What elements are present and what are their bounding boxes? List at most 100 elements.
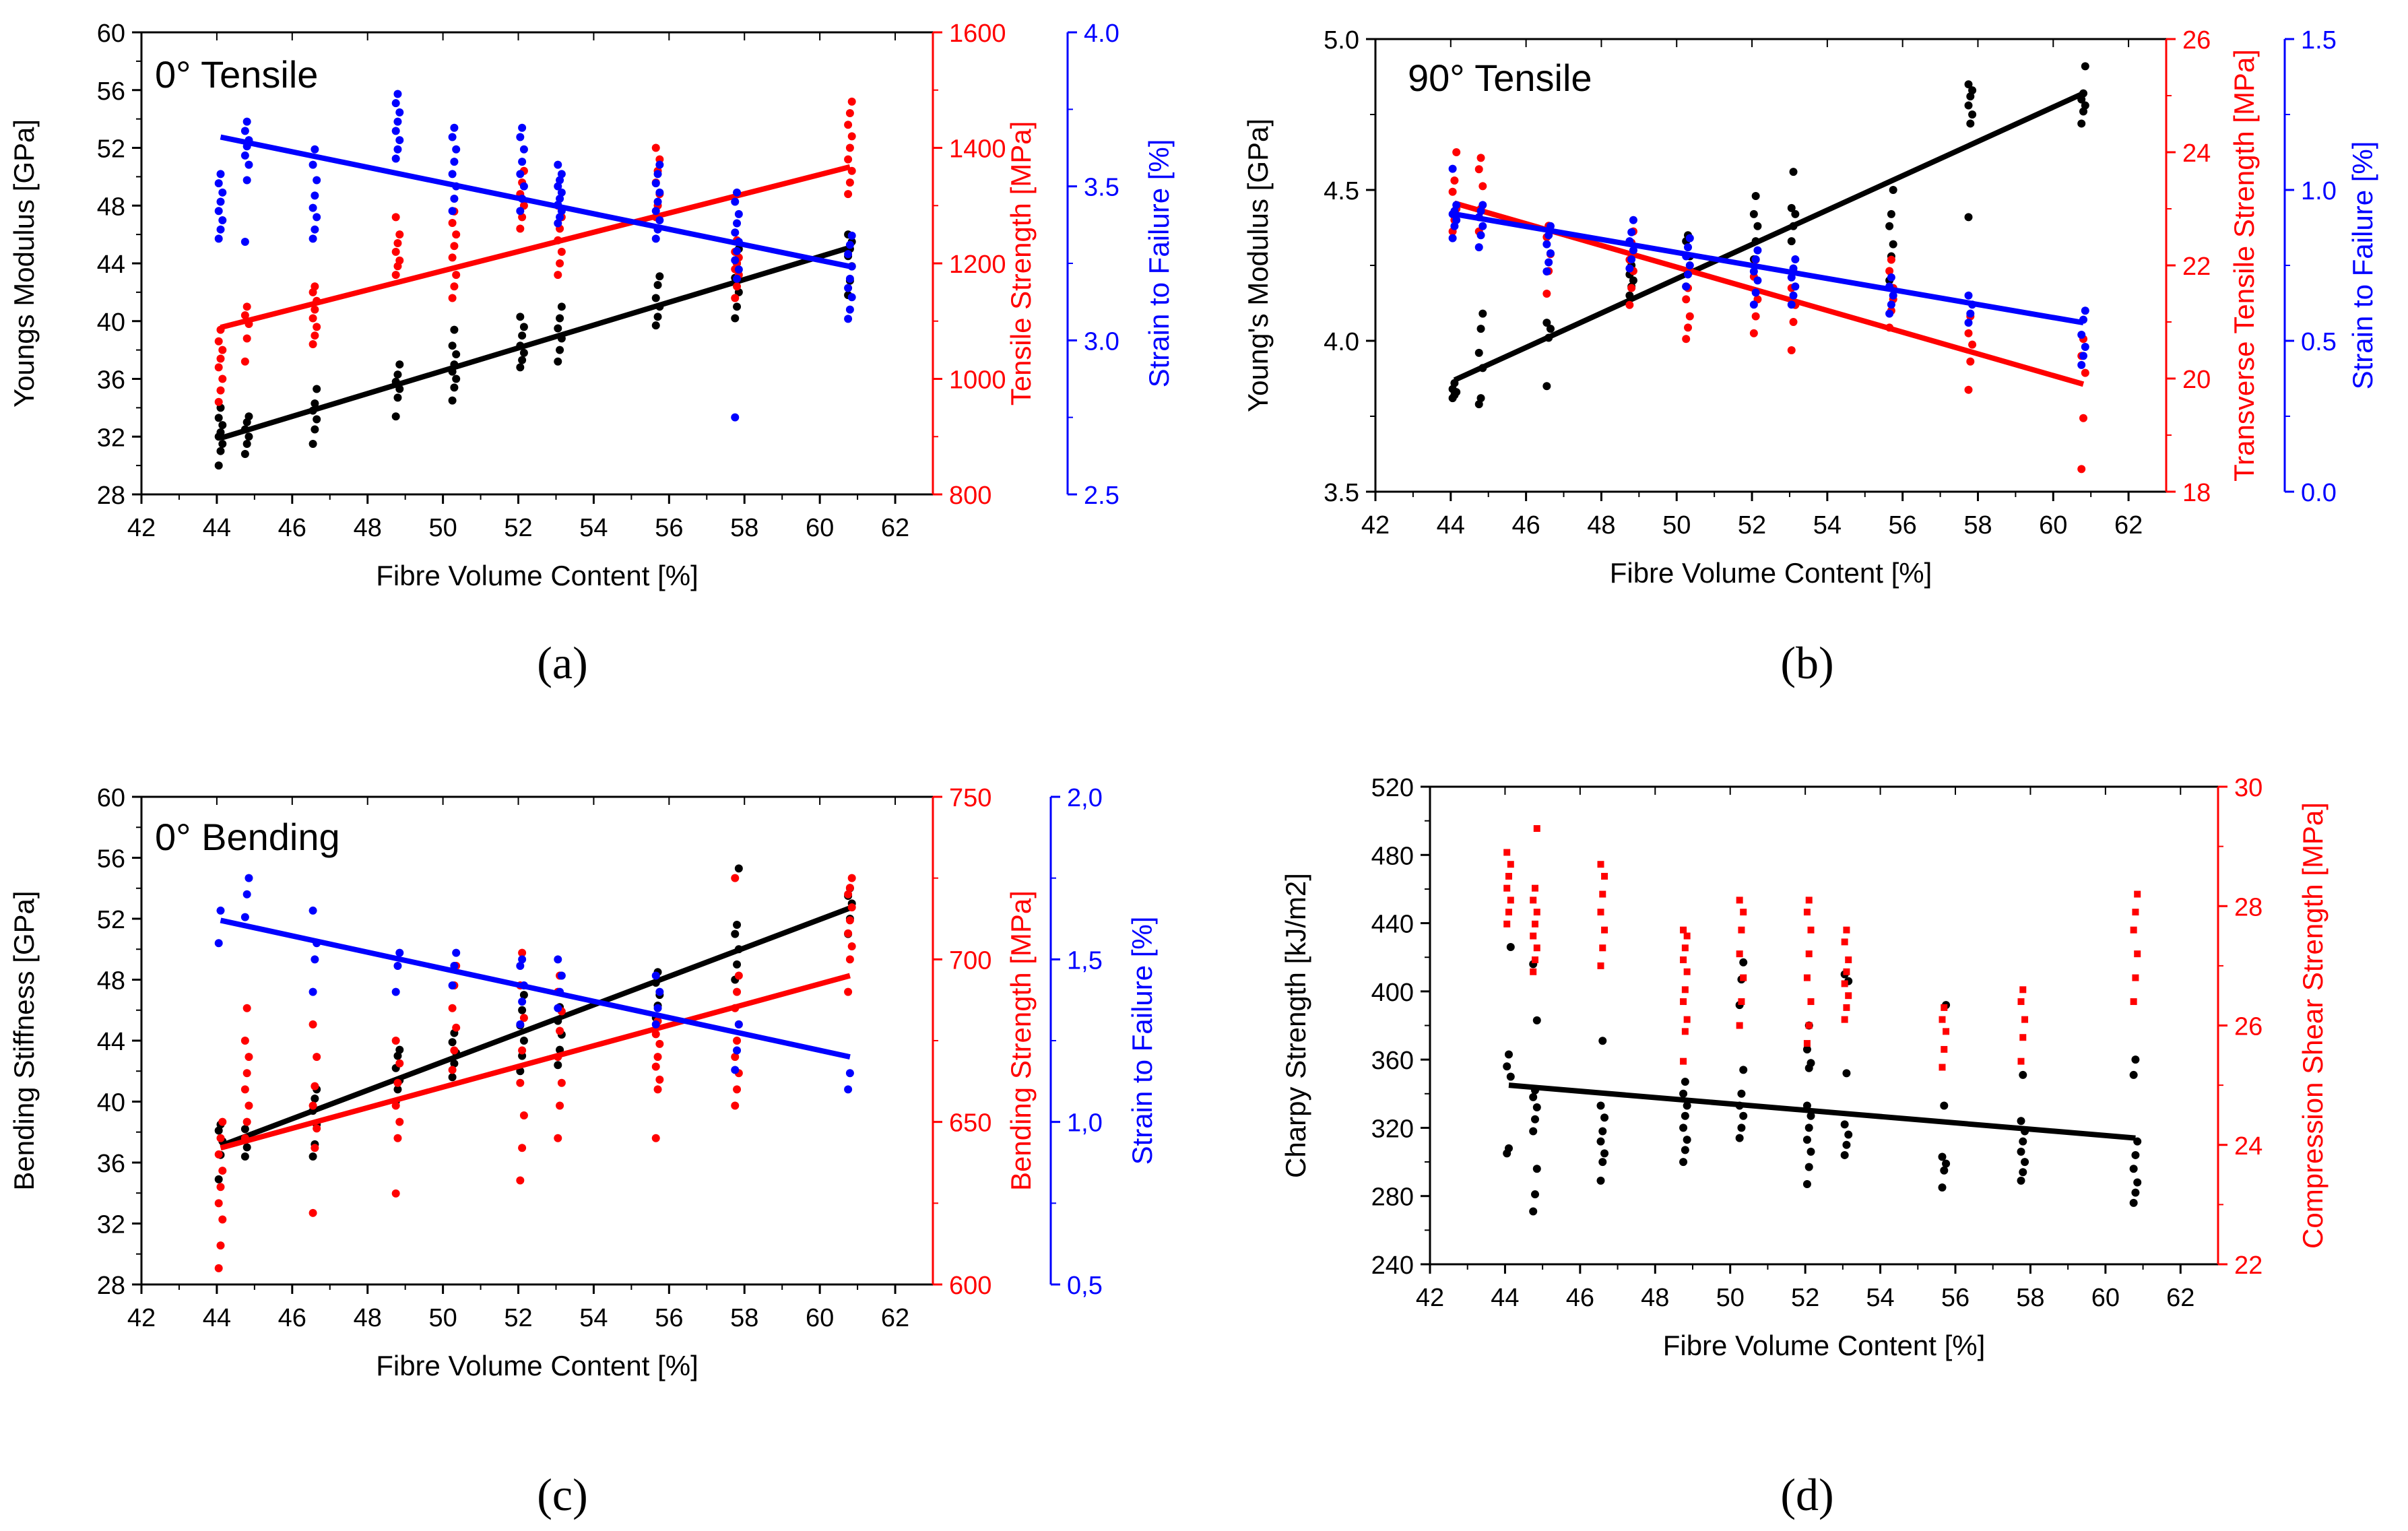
data-point <box>218 216 227 224</box>
data-point <box>653 197 662 206</box>
x-tick-label: 48 <box>354 1304 382 1332</box>
data-point <box>845 274 854 283</box>
data-point <box>1751 312 1760 321</box>
data-point <box>847 231 856 240</box>
data-point <box>734 1020 743 1029</box>
data-point <box>1681 1078 1689 1086</box>
data-point <box>1791 255 1800 264</box>
data-point <box>1529 1127 1538 1136</box>
data-point <box>452 271 461 280</box>
x-tick-label: 60 <box>806 1304 834 1332</box>
left-tick-label: 48 <box>97 967 125 996</box>
data-point <box>308 1152 317 1161</box>
x-tick-label: 52 <box>1791 1284 1819 1312</box>
x-tick-label: 54 <box>1813 511 1842 540</box>
data-point <box>733 921 742 930</box>
data-point <box>1787 273 1796 282</box>
x-tick-label: 56 <box>655 1304 683 1332</box>
series-young-s-modulus <box>1448 62 2089 409</box>
data-point <box>1885 267 1894 275</box>
right1-axis-tick-label: 600 <box>949 1272 991 1300</box>
data-point <box>651 971 660 980</box>
x-tick-label: 58 <box>2016 1284 2044 1312</box>
data-point <box>308 340 317 349</box>
data-point <box>1599 944 1606 952</box>
left-tick-label: 32 <box>97 424 125 452</box>
data-point <box>1529 1207 1538 1216</box>
data-point <box>1448 187 1457 196</box>
data-point <box>240 311 249 320</box>
data-point <box>844 121 853 129</box>
data-point <box>731 413 740 422</box>
data-point <box>731 294 740 302</box>
right1-axis-tick-label: 30 <box>2234 774 2263 802</box>
data-point <box>1738 998 1745 1006</box>
data-point <box>1939 1064 1946 1071</box>
data-point <box>448 981 457 989</box>
data-point <box>731 930 740 938</box>
data-point <box>1841 980 1848 987</box>
data-point <box>1532 1165 1541 1173</box>
data-point <box>2019 1034 2027 1041</box>
fit-line <box>1454 211 2084 326</box>
data-point <box>1682 295 1691 304</box>
data-point <box>1505 1050 1513 1059</box>
data-point <box>1627 284 1636 292</box>
data-point <box>1503 920 1511 927</box>
data-point <box>450 1046 459 1055</box>
data-point <box>1887 255 1895 264</box>
x-tick-label: 42 <box>1361 511 1390 540</box>
data-point <box>655 987 664 996</box>
data-point <box>1964 291 1973 300</box>
data-point <box>1749 209 1758 218</box>
data-point <box>844 987 853 996</box>
data-point <box>2129 1198 2138 1207</box>
data-point <box>242 890 251 899</box>
data-point <box>450 194 459 203</box>
data-point <box>1685 312 1694 321</box>
data-point <box>448 253 457 262</box>
left-tick-label: 56 <box>97 845 125 874</box>
data-point <box>1842 1140 1851 1149</box>
data-point <box>1679 1158 1688 1167</box>
data-point <box>1546 249 1555 258</box>
data-point <box>240 913 249 921</box>
data-point <box>1531 1190 1539 1199</box>
data-point <box>214 939 223 948</box>
data-point <box>1887 300 1895 309</box>
x-tick-label: 62 <box>2166 1284 2194 1312</box>
data-point <box>240 127 249 135</box>
data-point <box>845 109 854 118</box>
data-point <box>731 1066 740 1074</box>
data-point <box>395 256 404 265</box>
data-point <box>2130 998 2137 1006</box>
data-point <box>653 1085 662 1094</box>
data-point <box>1739 1066 1748 1074</box>
data-point <box>311 1082 319 1090</box>
left-tick-label: 32 <box>97 1211 125 1239</box>
data-point <box>2133 1178 2142 1187</box>
data-point <box>844 284 853 292</box>
left-tick-label: 40 <box>97 308 125 337</box>
x-tick-label: 54 <box>1866 1284 1894 1312</box>
data-point <box>734 864 743 873</box>
data-point <box>1542 382 1551 391</box>
data-point <box>554 1004 562 1012</box>
data-point <box>1597 962 1604 969</box>
data-point <box>1532 1016 1541 1024</box>
data-point <box>556 1027 564 1035</box>
data-point <box>1478 182 1487 191</box>
data-point <box>1544 258 1553 267</box>
data-point <box>1681 1028 1689 1035</box>
data-point <box>1452 201 1461 209</box>
data-point <box>391 271 400 280</box>
data-point <box>1887 209 1895 218</box>
data-point <box>1505 872 1512 880</box>
data-point <box>2081 306 2089 315</box>
data-point <box>391 154 400 163</box>
x-axis-label: Fibre Volume Content [%] <box>376 560 698 591</box>
data-point <box>395 136 404 145</box>
data-point <box>450 325 459 334</box>
data-point <box>557 170 566 178</box>
data-point <box>731 314 740 323</box>
